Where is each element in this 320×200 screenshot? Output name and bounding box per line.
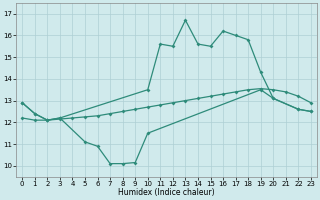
X-axis label: Humidex (Indice chaleur): Humidex (Indice chaleur): [118, 188, 215, 197]
